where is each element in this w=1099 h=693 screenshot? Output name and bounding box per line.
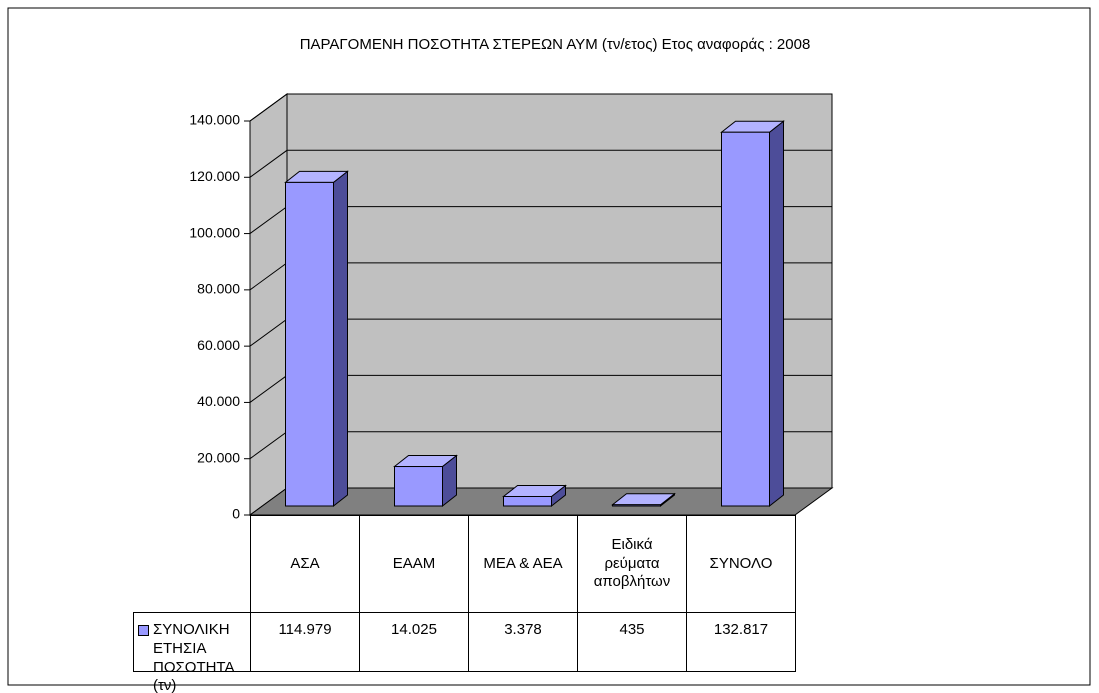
- y-tick-label: 140.000: [189, 112, 240, 128]
- value-cell-text: 114.979: [278, 621, 332, 638]
- y-tick-label: 0: [232, 506, 240, 522]
- bar: [612, 504, 661, 507]
- value-cell-text: 14.025: [391, 621, 437, 638]
- y-tick-label: 80.000: [197, 281, 240, 297]
- grid-line: [249, 149, 832, 178]
- bar: [503, 495, 552, 507]
- category-cell-text: ΕΑΑΜ: [392, 554, 436, 572]
- bar: [285, 181, 334, 507]
- side-wall: [249, 93, 288, 516]
- legend-swatch: [138, 625, 149, 636]
- value-cell-text: 132.817: [713, 621, 769, 638]
- value-cell: 132.817: [686, 612, 796, 672]
- category-cell: ΜΕΑ & ΑΕΑ: [468, 515, 578, 613]
- category-cell: ΑΣΑ: [250, 515, 360, 613]
- legend-label: ΣΥΝΟΛΙΚΗ ΕΤΗΣΙΑ ΠΟΣΟΤΗΤΑ (τν): [153, 621, 234, 693]
- value-cell: 3.378: [468, 612, 578, 672]
- value-cell-text: 435: [619, 621, 645, 638]
- value-cell: 14.025: [359, 612, 469, 672]
- chart-title: ΠΑΡΑΓΟΜΕΝΗ ΠΟΣΟΤΗΤΑ ΣΤΕΡΕΩΝ ΑΥΜ (τν/ετος…: [300, 36, 811, 53]
- value-cell: 435: [577, 612, 687, 672]
- y-tick-label: 40.000: [197, 393, 240, 409]
- y-tick-label: 60.000: [197, 337, 240, 353]
- bar-side: [333, 170, 348, 508]
- y-tick-label: 20.000: [197, 449, 240, 465]
- y-tick-label: 100.000: [189, 224, 240, 240]
- category-cell: Ειδικά ρεύματα αποβλήτων: [577, 515, 687, 613]
- category-cell-text: ΜΕΑ & ΑΕΑ: [483, 554, 563, 572]
- y-tick-label: 120.000: [189, 168, 240, 184]
- category-cell-text: ΑΣΑ: [290, 554, 320, 572]
- value-cell-text: 3.378: [504, 621, 542, 638]
- bar-side: [769, 120, 784, 508]
- bar: [394, 466, 443, 507]
- category-cell-text: ΣΥΝΟΛΟ: [709, 554, 773, 572]
- category-cell-text: Ειδικά ρεύματα αποβλήτων: [593, 535, 671, 591]
- category-cell: ΣΥΝΟΛΟ: [686, 515, 796, 613]
- category-cell: ΕΑΑΜ: [359, 515, 469, 613]
- grid-line: [249, 93, 832, 122]
- bar: [721, 131, 770, 507]
- legend-cell: ΣΥΝΟΛΙΚΗ ΕΤΗΣΙΑ ΠΟΣΟΤΗΤΑ (τν): [133, 612, 251, 693]
- value-cell: 114.979: [250, 612, 360, 672]
